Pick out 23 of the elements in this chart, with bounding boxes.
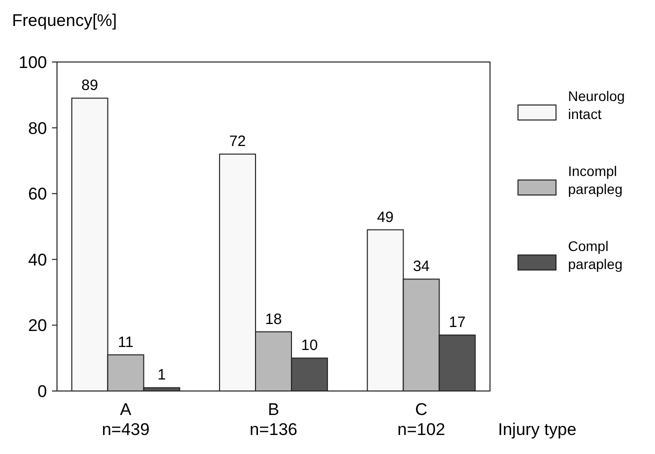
data-label: 10: [301, 337, 318, 354]
x-tick-label: B n=136: [250, 400, 298, 439]
data-label: 17: [448, 314, 466, 332]
y-tick-label: 0: [38, 382, 47, 401]
y-axis-title: Frequency[%]: [12, 11, 117, 30]
data-label: 49: [376, 208, 394, 226]
data-label: 18: [265, 310, 282, 328]
x-tick-label: C n=102: [397, 400, 446, 439]
legend-label: Neurolog intact: [568, 88, 625, 122]
y-tick-label: 20: [28, 316, 47, 336]
data-label: 1: [158, 366, 166, 384]
legend-label: Compl parapleg: [568, 238, 622, 272]
data-label: 11: [118, 334, 134, 351]
x-axis-title: Injury type: [498, 420, 576, 439]
y-tick-label: 80: [28, 118, 47, 138]
y-tick-label: 100: [18, 52, 47, 72]
y-tick-label: 60: [28, 184, 47, 204]
data-label: 89: [81, 77, 98, 94]
y-tick-label: 40: [28, 250, 47, 270]
legend-label: Incompl parapleg: [568, 163, 622, 197]
data-label: 72: [229, 133, 246, 150]
x-tick-label: A n=439: [102, 400, 150, 439]
data-label: 34: [412, 258, 430, 276]
